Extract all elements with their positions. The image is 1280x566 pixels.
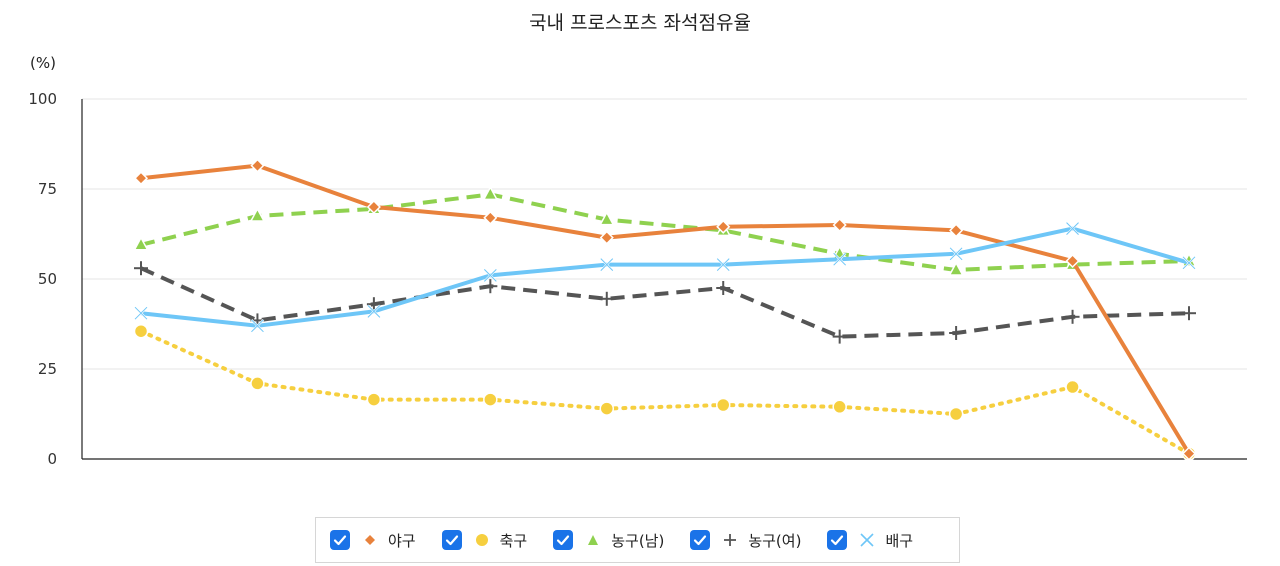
- legend-label: 농구(남): [611, 531, 665, 550]
- circle-marker-icon: [474, 532, 490, 548]
- triangle-marker-icon: [585, 532, 601, 548]
- data-point-soccer: [133, 323, 149, 339]
- data-point-volley: [250, 319, 265, 333]
- chart-title: 국내 프로스포츠 좌석점유율: [529, 12, 751, 34]
- data-point-volley: [716, 257, 731, 272]
- data-point-baseball: [599, 230, 614, 245]
- data-point-soccer: [599, 401, 615, 416]
- data-point-volley: [832, 252, 847, 266]
- legend-item-bball_m[interactable]: 농구(남): [553, 530, 664, 551]
- data-point-soccer: [250, 376, 265, 391]
- data-point-bball_m: [133, 236, 149, 251]
- data-point-volley: [483, 268, 498, 283]
- data-point-baseball: [832, 217, 847, 233]
- series-line-bball_m: [140, 192, 1190, 272]
- legend-checkbox-bball_m[interactable]: [553, 530, 574, 550]
- data-point-soccer: [1065, 379, 1080, 395]
- data-point-baseball: [133, 171, 149, 186]
- data-point-bball_w: [1182, 306, 1196, 321]
- data-point-bball_w: [599, 291, 614, 306]
- plus-marker-icon: [722, 532, 738, 548]
- y-tick-label: 75: [38, 180, 57, 198]
- legend-item-soccer[interactable]: 축구: [441, 530, 528, 551]
- data-point-baseball: [483, 210, 498, 225]
- y-axis-unit: (%): [30, 54, 56, 72]
- data-point-bball_w: [1065, 309, 1080, 324]
- legend-checkbox-baseball[interactable]: [330, 530, 350, 550]
- chart-legend: 야구 축구 농구(남) 농구(여) 배구: [315, 517, 960, 563]
- data-point-soccer: [948, 406, 964, 422]
- data-point-soccer: [832, 399, 847, 415]
- line-chart: 0 25 50 75 100: [28, 90, 1247, 468]
- legend-label: 축구: [499, 531, 528, 550]
- legend-checkbox-soccer[interactable]: [441, 530, 462, 550]
- data-point-soccer: [366, 392, 382, 407]
- legend-label: 야구: [388, 531, 416, 550]
- data-point-volley: [1065, 221, 1080, 236]
- data-point-volley: [134, 306, 148, 320]
- data-point-volley: [1182, 256, 1196, 270]
- y-tick-label: 50: [38, 270, 57, 288]
- data-point-bball_w: [949, 326, 964, 340]
- data-point-volley: [367, 304, 381, 319]
- data-point-bball_w: [832, 329, 847, 344]
- data-point-bball_w: [716, 281, 731, 295]
- legend-label: 농구(여): [748, 531, 802, 550]
- series-line-bball_w: [140, 266, 1190, 339]
- data-point-bball_w: [366, 297, 381, 312]
- data-point-bball_m: [249, 207, 266, 222]
- legend-checkbox-volley[interactable]: [827, 530, 848, 550]
- data-point-baseball: [716, 219, 731, 234]
- data-point-bball_m: [599, 211, 615, 226]
- y-tick-label: 100: [28, 90, 57, 108]
- legend-item-baseball[interactable]: 야구: [330, 530, 416, 551]
- data-point-baseball: [949, 223, 964, 238]
- x-marker-icon: [859, 532, 875, 548]
- data-point-baseball: [366, 199, 381, 215]
- legend-item-volley[interactable]: 배구: [827, 530, 913, 551]
- legend-checkbox-bball_w[interactable]: [690, 530, 711, 550]
- series-line-volley: [140, 226, 1190, 328]
- data-point-volley: [949, 247, 963, 261]
- data-point-bball_w: [483, 279, 498, 294]
- legend-item-bball_w[interactable]: 농구(여): [690, 530, 801, 551]
- data-point-baseball: [250, 158, 265, 173]
- data-point-bball_m: [948, 261, 964, 276]
- data-point-volley: [599, 257, 614, 272]
- data-point-soccer: [483, 392, 498, 407]
- data-point-baseball: [1065, 253, 1080, 269]
- data-point-baseball: [1181, 446, 1197, 461]
- diamond-marker-icon: [362, 532, 378, 548]
- legend-label: 배구: [885, 531, 914, 550]
- y-tick-label: 25: [38, 360, 57, 378]
- data-point-bball_w: [134, 261, 148, 276]
- data-point-bball_m: [482, 185, 499, 201]
- data-point-soccer: [715, 397, 731, 413]
- series-line-soccer: [139, 329, 1191, 456]
- series-line-baseball: [140, 163, 1191, 455]
- y-tick-label: 0: [47, 450, 57, 468]
